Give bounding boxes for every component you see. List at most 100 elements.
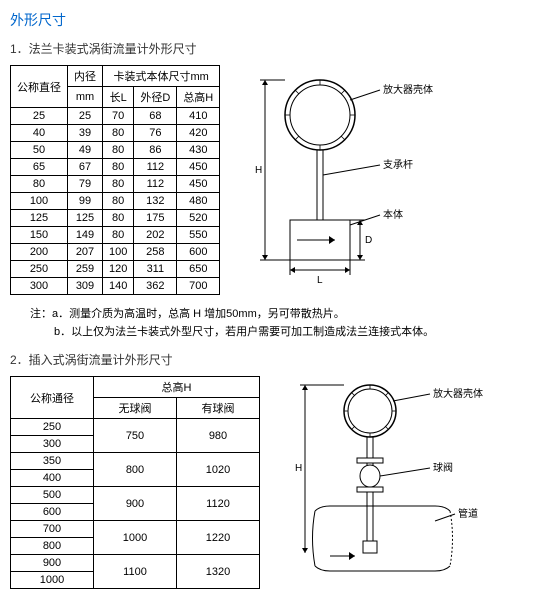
table-cell: 650 bbox=[177, 261, 220, 278]
table-cell: 800 bbox=[11, 538, 94, 555]
t2-h-sub2: 有球阀 bbox=[177, 398, 260, 419]
table-cell: 70 bbox=[103, 108, 134, 125]
table-row: 3508001020 bbox=[11, 453, 260, 470]
label2-amplifier: 放大器壳体 bbox=[433, 387, 483, 400]
t2-h-group: 总高H bbox=[94, 377, 260, 398]
table-cell: 80 bbox=[103, 142, 134, 159]
table-cell: 520 bbox=[177, 210, 220, 227]
label2-pipe: 管道 bbox=[458, 507, 478, 520]
table-row: 50498086430 bbox=[11, 142, 220, 159]
notes: 注：a．测量介质为高温时，总高 H 增加50mm，另可带散热片。 b．以上仅为法… bbox=[30, 306, 540, 341]
table-row: 12512580175520 bbox=[11, 210, 220, 227]
table-cell: 125 bbox=[11, 210, 68, 227]
diagram1-svg: L D H 放大器壳体 支承杆 本体 bbox=[235, 65, 445, 295]
table-cell: 250 bbox=[11, 419, 94, 436]
table-cell: 980 bbox=[177, 419, 260, 453]
table-cell: 79 bbox=[68, 176, 103, 193]
table-cell: 410 bbox=[177, 108, 220, 125]
label-body: 本体 bbox=[383, 208, 403, 221]
table-cell: 80 bbox=[11, 176, 68, 193]
table-row: 15014980202550 bbox=[11, 227, 220, 244]
table-cell: 258 bbox=[134, 244, 177, 261]
table-cell: 100 bbox=[103, 244, 134, 261]
table-cell: 250 bbox=[11, 261, 68, 278]
table-row: 200207100258600 bbox=[11, 244, 220, 261]
table-row: 250259120311650 bbox=[11, 261, 220, 278]
table-cell: 1220 bbox=[177, 521, 260, 555]
section2-title: 2．插入式涡街流量计外形尺寸 bbox=[10, 351, 540, 368]
table-cell: 99 bbox=[68, 193, 103, 210]
table-cell: 39 bbox=[68, 125, 103, 142]
label-amplifier: 放大器壳体 bbox=[383, 83, 433, 96]
diagram2: H 放大器壳体 球阀 管道 bbox=[275, 376, 505, 594]
table-cell: 40 bbox=[11, 125, 68, 142]
table-cell: 311 bbox=[134, 261, 177, 278]
t1-h-sub1: 长L bbox=[103, 87, 134, 108]
table-cell: 750 bbox=[94, 419, 177, 453]
dim-H: H bbox=[255, 165, 262, 176]
table-row: 807980112450 bbox=[11, 176, 220, 193]
table-cell: 100 bbox=[11, 193, 68, 210]
table-cell: 300 bbox=[11, 278, 68, 295]
section1-title: 1．法兰卡装式涡街流量计外形尺寸 bbox=[10, 40, 540, 57]
table-cell: 175 bbox=[134, 210, 177, 227]
table-cell: 140 bbox=[103, 278, 134, 295]
table-cell: 600 bbox=[11, 504, 94, 521]
t1-h-group: 卡装式本体尺寸mm bbox=[103, 66, 220, 87]
table-cell: 67 bbox=[68, 159, 103, 176]
table-cell: 1020 bbox=[177, 453, 260, 487]
table-cell: 450 bbox=[177, 176, 220, 193]
table-cell: 25 bbox=[11, 108, 68, 125]
table-cell: 202 bbox=[134, 227, 177, 244]
table-row: 250750980 bbox=[11, 419, 260, 436]
table-row: 5009001120 bbox=[11, 487, 260, 504]
table-cell: 430 bbox=[177, 142, 220, 159]
table-row: 1009980132480 bbox=[11, 193, 220, 210]
table-cell: 50 bbox=[11, 142, 68, 159]
t1-h-col2: 内径 bbox=[68, 66, 103, 87]
diagram1: L D H 放大器壳体 支承杆 本体 bbox=[235, 65, 445, 298]
dim-D: D bbox=[365, 235, 372, 246]
table-row: 40398076420 bbox=[11, 125, 220, 142]
table-cell: 49 bbox=[68, 142, 103, 159]
table-cell: 550 bbox=[177, 227, 220, 244]
t1-h-sub2: 外径D bbox=[134, 87, 177, 108]
table1: 公称直径 内径 卡装式本体尺寸mm mm 长L 外径D 总高H 25257068… bbox=[10, 65, 220, 295]
table-cell: 80 bbox=[103, 176, 134, 193]
t1-h-col1: 公称直径 bbox=[11, 66, 68, 108]
table-cell: 65 bbox=[11, 159, 68, 176]
table2: 公称通径 总高H 无球阀 有球阀 25075098030035080010204… bbox=[10, 376, 260, 589]
table-cell: 450 bbox=[177, 159, 220, 176]
table-cell: 500 bbox=[11, 487, 94, 504]
table-cell: 120 bbox=[103, 261, 134, 278]
label2-valve: 球阀 bbox=[433, 461, 453, 474]
table-row: 70010001220 bbox=[11, 521, 260, 538]
table-cell: 1320 bbox=[177, 555, 260, 589]
t1-h-sub3: 总高H bbox=[177, 87, 220, 108]
t1-h-col2unit: mm bbox=[68, 87, 103, 108]
table-cell: 68 bbox=[134, 108, 177, 125]
table-cell: 300 bbox=[11, 436, 94, 453]
table-cell: 132 bbox=[134, 193, 177, 210]
table-row: 90011001320 bbox=[11, 555, 260, 572]
table-cell: 700 bbox=[177, 278, 220, 295]
table-cell: 900 bbox=[11, 555, 94, 572]
dim-H2: H bbox=[295, 463, 302, 474]
table-row: 300309140362700 bbox=[11, 278, 220, 295]
table-cell: 309 bbox=[68, 278, 103, 295]
table-cell: 80 bbox=[103, 227, 134, 244]
label-support: 支承杆 bbox=[383, 159, 413, 171]
table-cell: 25 bbox=[68, 108, 103, 125]
table-cell: 80 bbox=[103, 159, 134, 176]
diagram2-svg: H 放大器壳体 球阀 管道 bbox=[275, 376, 505, 591]
table1-container: 公称直径 内径 卡装式本体尺寸mm mm 长L 外径D 总高H 25257068… bbox=[10, 65, 220, 295]
note-a: 注：a．测量介质为高温时，总高 H 增加50mm，另可带散热片。 bbox=[30, 306, 540, 324]
table-cell: 1100 bbox=[94, 555, 177, 589]
table-row: 656780112450 bbox=[11, 159, 220, 176]
table-cell: 259 bbox=[68, 261, 103, 278]
table-cell: 420 bbox=[177, 125, 220, 142]
table-cell: 900 bbox=[94, 487, 177, 521]
table-cell: 80 bbox=[103, 193, 134, 210]
table-cell: 80 bbox=[103, 210, 134, 227]
table-cell: 200 bbox=[11, 244, 68, 261]
